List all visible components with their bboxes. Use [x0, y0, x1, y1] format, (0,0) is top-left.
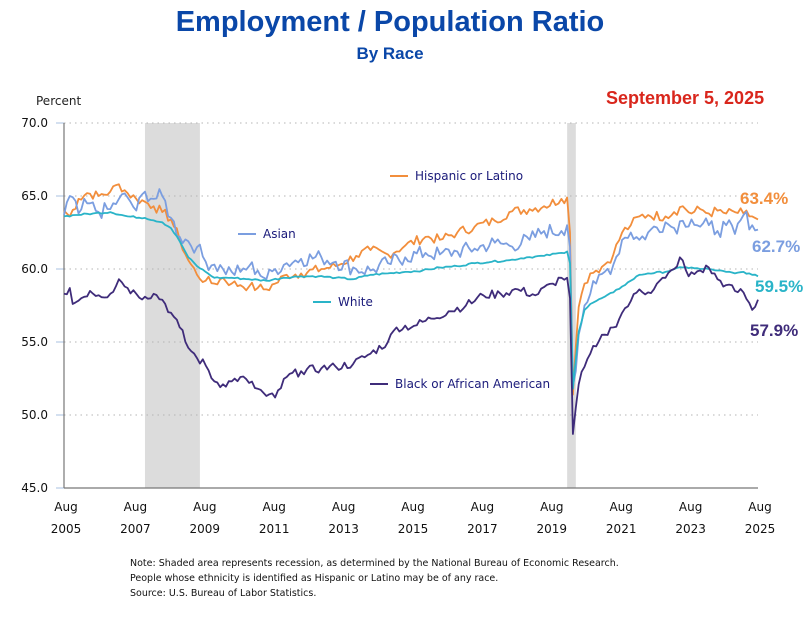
- recession-band: [144, 123, 200, 488]
- x-tick-year: 2021: [606, 522, 637, 536]
- y-tick-label: 65.0: [21, 189, 48, 203]
- x-tick-year: 2005: [51, 522, 82, 536]
- y-tick-label: 70.0: [21, 116, 48, 130]
- y-tick-label: 55.0: [21, 335, 48, 349]
- chart-title: Employment / Population Ratio: [175, 6, 605, 38]
- x-tick-year: 2025: [745, 522, 776, 536]
- note-hispanic: People whose ethnicity is identified as …: [130, 573, 499, 584]
- series-line-asian: [63, 188, 759, 387]
- release-date: September 5, 2025: [606, 88, 765, 108]
- x-tick-year: 2013: [328, 522, 359, 536]
- x-axis-ticks: Aug 2005 Aug 2007 Aug 2009 Aug 2011 Aug 2013 Aug 20…: [51, 500, 776, 536]
- x-tick-month: Aug: [332, 500, 355, 514]
- series-line-white: [63, 211, 759, 390]
- chart-notes: Note: Shaded area represents recession, …: [130, 556, 619, 601]
- x-tick-month: Aug: [124, 500, 147, 514]
- legend-label: Hispanic or Latino: [415, 169, 523, 183]
- x-tick-month: Aug: [679, 500, 702, 514]
- x-tick-year: 2009: [190, 522, 221, 536]
- x-tick-year: 2007: [120, 522, 151, 536]
- x-tick-month: Aug: [471, 500, 494, 514]
- end-value-label: 59.5%: [755, 277, 803, 296]
- x-tick-year: 2011: [259, 522, 290, 536]
- x-tick-year: 2017: [467, 522, 498, 536]
- y-axis-ticks: 45.0 50.0 55.0 60.0 65.0 70.0: [21, 116, 64, 495]
- x-tick-month: Aug: [193, 500, 216, 514]
- y-tick-label: 60.0: [21, 262, 48, 276]
- x-tick-year: 2019: [537, 522, 568, 536]
- note-source: Source: U.S. Bureau of Labor Statistics.: [130, 588, 317, 599]
- note-recession: Note: Shaded area represents recession, …: [130, 558, 619, 569]
- gridlines: [64, 122, 758, 416]
- end-value-label: 57.9%: [750, 321, 798, 340]
- y-tick-label: 50.0: [21, 408, 48, 422]
- x-tick-month: Aug: [540, 500, 563, 514]
- x-tick-month: Aug: [609, 500, 632, 514]
- legend-label: Black or African American: [395, 377, 550, 391]
- y-tick-label: 45.0: [21, 481, 48, 495]
- end-value-label: 62.7%: [752, 237, 800, 256]
- chart-subtitle: By Race: [356, 44, 424, 63]
- x-tick-month: Aug: [748, 500, 771, 514]
- y-axis-label: Percent: [36, 94, 82, 108]
- legend-label: Asian: [263, 227, 296, 241]
- x-tick-month: Aug: [54, 500, 77, 514]
- x-tick-year: 2023: [675, 522, 706, 536]
- x-tick-month: Aug: [401, 500, 424, 514]
- end-labels: 63.4% 62.7% 59.5% 57.9%: [740, 189, 803, 340]
- legend-label: White: [338, 295, 373, 309]
- series-lines: [63, 183, 759, 435]
- series-line-black-or-african-american: [63, 256, 759, 435]
- legend: Hispanic or Latino Asian White Black or Afr…: [238, 169, 550, 391]
- x-tick-year: 2015: [398, 522, 429, 536]
- x-tick-month: Aug: [262, 500, 285, 514]
- end-value-label: 63.4%: [740, 189, 788, 208]
